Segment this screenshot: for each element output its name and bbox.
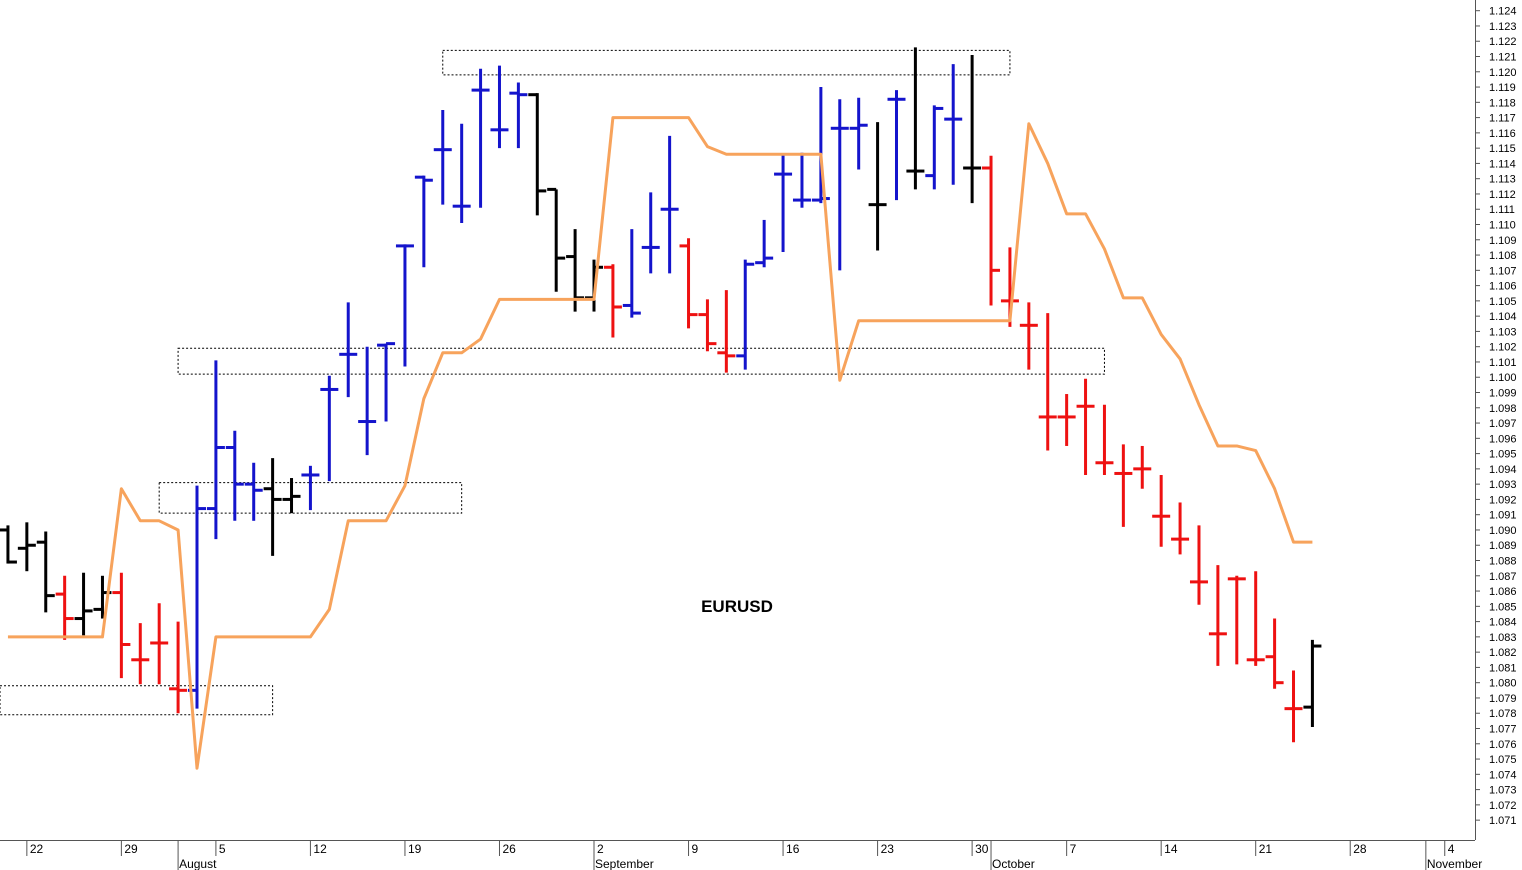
x-tick-label: 22: [30, 842, 44, 856]
x-tick-label: 16: [786, 842, 800, 856]
y-tick-label: 1.123: [1489, 21, 1517, 33]
y-tick-label: 1.118: [1489, 97, 1516, 109]
month-label: November: [1427, 857, 1482, 870]
y-tick-label: 1.074: [1489, 769, 1517, 781]
y-tick-label: 1.116: [1489, 128, 1516, 140]
y-tick-label: 1.087: [1489, 571, 1517, 583]
chart-title: EURUSD: [701, 597, 773, 616]
y-tick-label: 1.073: [1489, 785, 1517, 797]
y-tick-label: 1.093: [1489, 479, 1517, 491]
y-tick-label: 1.108: [1489, 250, 1517, 262]
y-tick-label: 1.090: [1489, 525, 1517, 537]
y-tick-label: 1.085: [1489, 601, 1517, 613]
y-tick-label: 1.095: [1489, 449, 1517, 461]
y-tick-label: 1.081: [1489, 662, 1517, 674]
x-tick-label: 28: [1353, 842, 1367, 856]
y-tick-label: 1.112: [1489, 189, 1516, 201]
y-tick-label: 1.076: [1489, 739, 1517, 751]
y-tick-label: 1.072: [1489, 800, 1517, 812]
zone: [0, 685, 274, 716]
y-tick-label: 1.091: [1489, 510, 1517, 522]
y-tick-label: 1.097: [1489, 418, 1517, 430]
x-tick-label: 7: [1070, 842, 1077, 856]
y-tick-label: 1.113: [1489, 174, 1516, 186]
y-tick-label: 1.078: [1489, 708, 1517, 720]
y-tick-label: 1.080: [1489, 678, 1517, 690]
x-tick-label: 2: [597, 842, 604, 856]
month-label: October: [992, 857, 1035, 870]
y-tick-label: 1.084: [1489, 617, 1517, 629]
y-tick-label: 1.077: [1489, 724, 1517, 736]
y-tick-label: 1.099: [1489, 388, 1517, 400]
y-tick-label: 1.121: [1489, 52, 1517, 64]
y-tick-label: 1.082: [1489, 647, 1517, 659]
x-tick-label: 5: [219, 842, 226, 856]
y-tick-label: 1.096: [1489, 433, 1517, 445]
y-tick-label: 1.094: [1489, 464, 1517, 476]
y-tick-label: 1.103: [1489, 326, 1517, 338]
x-tick-label: 4: [1448, 842, 1455, 856]
y-tick-label: 1.114: [1489, 158, 1516, 170]
x-tick-label: 26: [502, 842, 516, 856]
y-tick-label: 1.075: [1489, 754, 1517, 766]
y-tick-label: 1.111: [1489, 204, 1515, 216]
y-tick-label: 1.101: [1489, 357, 1517, 369]
y-tick-label: 1.071: [1489, 815, 1517, 827]
y-tick-label: 1.102: [1489, 342, 1517, 354]
y-tick-label: 1.098: [1489, 403, 1517, 415]
y-tick-label: 1.124: [1489, 6, 1517, 18]
x-tick-label: 14: [1164, 842, 1178, 856]
x-tick-label: 29: [124, 842, 138, 856]
y-tick-label: 1.120: [1489, 67, 1517, 79]
x-tick-label: 21: [1259, 842, 1273, 856]
y-tick-label: 1.107: [1489, 265, 1517, 277]
y-tick-label: 1.083: [1489, 632, 1517, 644]
y-tick-label: 1.088: [1489, 556, 1517, 568]
y-tick-label: 1.115: [1489, 143, 1516, 155]
y-tick-label: 1.089: [1489, 540, 1517, 552]
x-tick-label: 9: [692, 842, 699, 856]
y-tick-label: 1.079: [1489, 693, 1517, 705]
x-tick-label: 23: [881, 842, 895, 856]
zone: [158, 482, 463, 514]
y-tick-label: 1.104: [1489, 311, 1517, 323]
month-label: September: [595, 857, 654, 870]
y-tick-label: 1.100: [1489, 372, 1517, 384]
y-tick-label: 1.109: [1489, 235, 1517, 247]
y-tick-label: 1.086: [1489, 586, 1517, 598]
y-tick-label: 1.105: [1489, 296, 1517, 308]
y-tick-label: 1.092: [1489, 494, 1517, 506]
y-tick-label: 1.117: [1489, 113, 1516, 125]
x-tick-label: 12: [313, 842, 327, 856]
y-tick-label: 1.119: [1489, 82, 1516, 94]
month-label: August: [179, 857, 217, 870]
y-tick-label: 1.122: [1489, 36, 1517, 48]
y-tick-label: 1.106: [1489, 281, 1517, 293]
x-tick-label: 30: [975, 842, 989, 856]
indicator-line: [7, 116, 1313, 770]
y-tick-label: 1.110: [1489, 220, 1516, 232]
x-tick-label: 19: [408, 842, 422, 856]
